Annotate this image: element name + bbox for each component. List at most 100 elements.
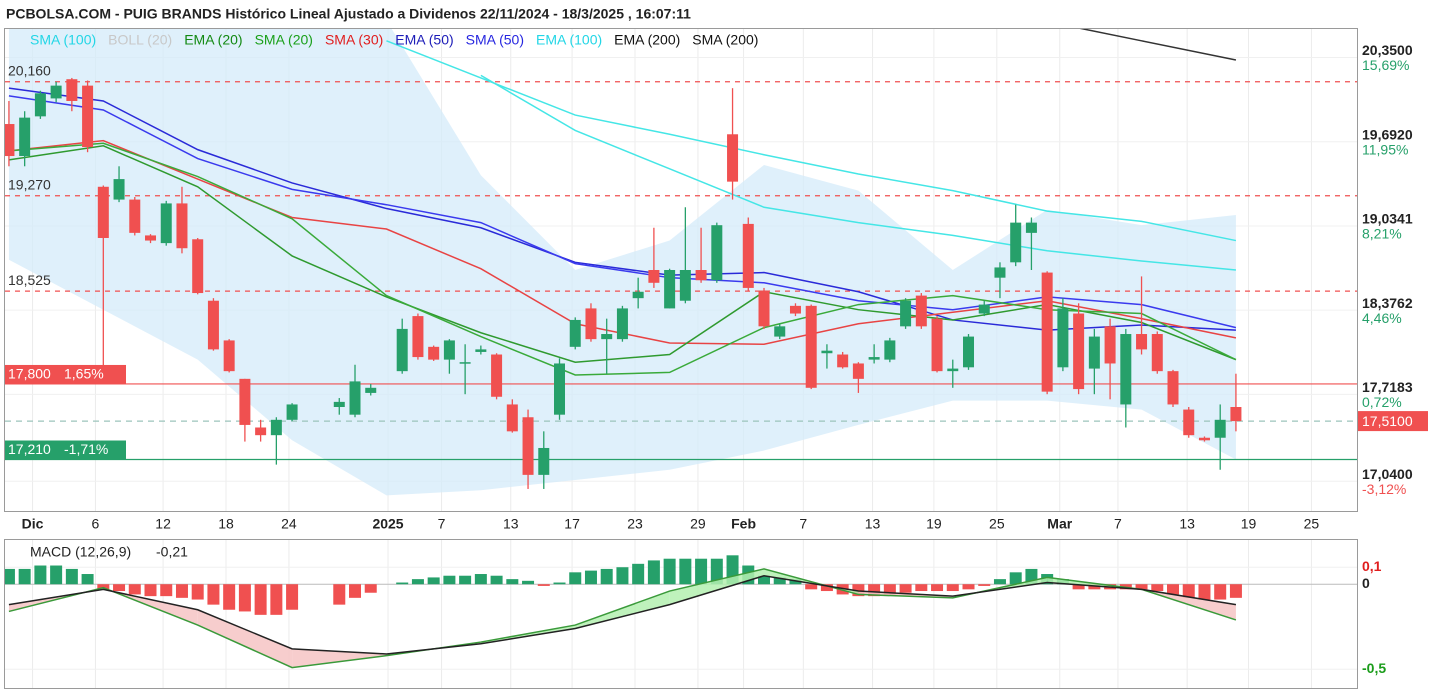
histogram-bar	[1182, 584, 1195, 598]
candle-body	[774, 326, 786, 337]
histogram-bar	[65, 568, 78, 585]
candle-body	[789, 305, 801, 314]
histogram-bar	[238, 584, 251, 612]
histogram-bar	[663, 558, 676, 585]
histogram-bar	[128, 584, 141, 595]
histogram-bar	[758, 575, 771, 585]
last-price-box	[1358, 411, 1428, 432]
histogram-bar	[474, 574, 487, 585]
candle-body	[569, 319, 581, 347]
candle-body	[648, 270, 660, 283]
histogram-bar	[1229, 584, 1242, 598]
histogram-bar	[899, 584, 912, 593]
legend-entry: SMA (100)	[30, 32, 96, 48]
legend-entry: EMA (100)	[536, 32, 602, 48]
histogram-bar	[113, 584, 126, 592]
histogram-bar	[883, 584, 896, 595]
candle-body	[349, 381, 361, 415]
candle-body	[443, 340, 455, 360]
candle-body	[396, 328, 408, 372]
histogram-bar	[144, 584, 157, 597]
x-tick-label: 25	[1304, 516, 1320, 532]
candle-body	[97, 186, 109, 238]
y-tick-percent: 0,72%	[1362, 394, 1402, 410]
y-tick-label: 17,7183	[1362, 379, 1413, 395]
price-plot	[5, 28, 1358, 496]
candle-body	[947, 368, 959, 372]
histogram-bar	[647, 560, 660, 585]
candle-body	[66, 79, 78, 101]
histogram-bar	[34, 565, 47, 585]
candle-body	[160, 203, 172, 244]
candle-body	[82, 85, 94, 148]
histogram-bar	[584, 570, 597, 585]
histogram-bar	[459, 575, 472, 585]
candle-body	[852, 363, 864, 379]
candle-body	[868, 357, 880, 360]
histogram-bar	[349, 584, 362, 598]
y-tick-percent: 4,46%	[1362, 310, 1402, 326]
ma-line	[8, 95, 1237, 329]
candle-body	[1104, 326, 1116, 364]
candle-body	[837, 354, 849, 368]
histogram-bar	[1198, 584, 1211, 600]
level-label: 18,525	[8, 272, 51, 288]
candle-body	[978, 304, 990, 314]
ma-line	[8, 142, 1237, 376]
ma-line	[1078, 28, 1237, 61]
x-tick-label: Feb	[731, 516, 756, 532]
macd-fill	[197, 609, 293, 668]
macd-fill	[669, 568, 765, 605]
histogram-bar	[97, 584, 110, 590]
histogram-bar	[773, 577, 786, 585]
candle-body	[1167, 371, 1179, 405]
x-tick-label: 18	[218, 516, 234, 532]
candle-body	[994, 267, 1006, 278]
histogram-bar	[254, 584, 267, 615]
legend-entry: SMA (30)	[325, 32, 383, 48]
candle-body	[286, 404, 298, 420]
candle-body	[1010, 222, 1022, 263]
histogram-bar	[695, 558, 708, 585]
y-tick-label: -0,5	[1362, 660, 1386, 676]
candle-body	[129, 199, 141, 233]
histogram-bar	[931, 584, 944, 592]
histogram-bar	[1167, 584, 1180, 595]
histogram-bar	[1135, 584, 1148, 590]
histogram-bar	[175, 584, 188, 598]
candle-body	[821, 350, 833, 354]
histogram-bar	[427, 577, 440, 585]
x-tick-label: 13	[1179, 516, 1195, 532]
last-price-label: 17,5100	[1362, 413, 1413, 429]
candle-body	[1230, 407, 1242, 422]
candle-body	[1057, 308, 1069, 368]
candle-body	[475, 349, 487, 352]
y-tick-percent: 15,69%	[1362, 57, 1409, 73]
histogram-bar	[396, 582, 409, 585]
histogram-bar	[805, 584, 818, 590]
candle-body	[1088, 336, 1100, 369]
x-tick-label: 13	[865, 516, 881, 532]
y-tick-label: 17,0400	[1362, 466, 1413, 482]
candle-body	[34, 93, 46, 117]
histogram-bar	[978, 584, 991, 586]
histogram-bar	[411, 579, 424, 585]
histogram-bar	[333, 584, 346, 605]
candle-body	[585, 308, 597, 340]
legend-entry: SMA (20)	[255, 32, 313, 48]
bollinger-band	[8, 28, 1236, 496]
candle-body	[223, 340, 235, 372]
histogram-bar	[81, 574, 94, 585]
macd-label: MACD (12,26,9)	[30, 544, 131, 560]
candle-body	[1041, 272, 1053, 392]
histogram-bar	[915, 584, 928, 592]
level-label: 17,800	[8, 366, 51, 382]
y-tick-percent: -3,12%	[1362, 481, 1406, 497]
x-tick-label: 2025	[372, 516, 403, 532]
x-tick-label: 12	[155, 516, 171, 532]
histogram-bar	[522, 580, 535, 585]
histogram-bar	[364, 584, 377, 593]
x-tick-label: 17	[564, 516, 580, 532]
candle-body	[255, 427, 267, 436]
histogram-bar	[553, 582, 566, 585]
